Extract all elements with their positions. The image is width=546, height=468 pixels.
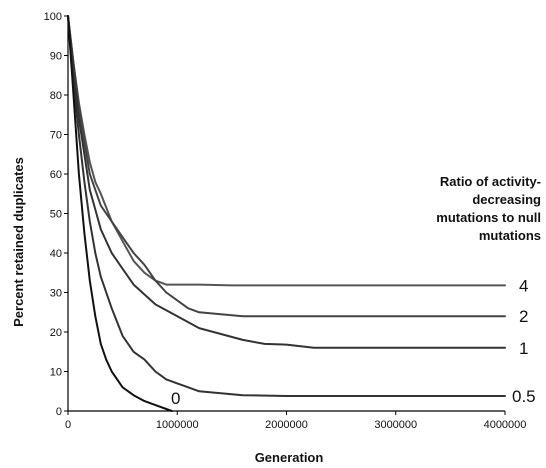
y-tick-label: 100: [44, 11, 62, 23]
y-tick-label: 70: [50, 130, 62, 142]
series-line-4: [67, 15, 506, 287]
series-line-0_5: [67, 15, 506, 397]
y-tick-label: 90: [50, 51, 62, 63]
x-tick-label: 0: [65, 419, 71, 431]
legend-title-line-2: decreasing: [472, 192, 541, 207]
series-label-0: 0: [171, 389, 180, 408]
legend-title-line-1: Ratio of activity-: [440, 174, 541, 189]
y-tick-label: 30: [50, 288, 62, 300]
series-label-2: 2: [519, 307, 528, 326]
y-tick-label: 10: [50, 367, 62, 379]
y-tick-label: 50: [50, 209, 62, 221]
series-line-0: [67, 15, 173, 412]
series-label-1: 1: [519, 339, 528, 358]
legend-title-line-3: mutations to null: [436, 210, 541, 225]
y-axis-title: Percent retained duplicates: [11, 157, 26, 327]
legend-title-line-4: mutations: [479, 228, 541, 243]
y-tick-label: 0: [56, 406, 62, 418]
y-tick-label: 60: [50, 169, 62, 181]
series-label-0_5: 0.5: [512, 387, 536, 406]
series-line-2: [67, 15, 506, 318]
legend: Ratio of activity- decreasing mutations …: [436, 174, 541, 243]
x-tick-label: 2000000: [265, 419, 308, 431]
x-tick-label: 1000000: [156, 419, 199, 431]
x-tick-label: 3000000: [374, 419, 417, 431]
series-label-4: 4: [519, 276, 528, 295]
y-tick-label: 80: [50, 90, 62, 102]
y-tick-label: 40: [50, 248, 62, 260]
x-axis-title: Generation: [255, 450, 324, 465]
series-line-1: [67, 15, 506, 349]
y-tick-label: 20: [50, 327, 62, 339]
x-tick-label: 4000000: [484, 419, 527, 431]
